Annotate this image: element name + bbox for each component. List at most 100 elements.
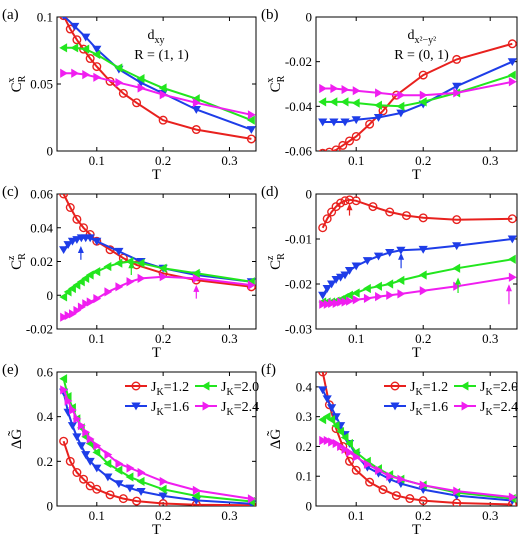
data-point-jk16 bbox=[373, 114, 384, 122]
panel-f: 0.1 0.2 0.3 0 0.1 0.2 0.3 0.4 T ΔG̃ (f) JK=1.2 JK=2.… bbox=[261, 362, 518, 538]
data-point-jk12 bbox=[336, 198, 346, 208]
x-axis-label: T bbox=[412, 167, 421, 183]
data-point-jk16 bbox=[85, 234, 95, 243]
data-point-jk12 bbox=[391, 491, 401, 501]
data-point-jk16 bbox=[191, 106, 201, 114]
data-point-jk20 bbox=[191, 94, 200, 104]
x-tick-label: 0.2 bbox=[155, 508, 171, 523]
y-tick-label: 0 bbox=[47, 499, 54, 514]
legend-label-jk12: JK=1.2 bbox=[410, 380, 448, 398]
arrow-head bbox=[193, 284, 200, 292]
series-line-jk12 bbox=[321, 372, 513, 506]
y-tick-label: 0.05 bbox=[30, 77, 53, 92]
data-point-jk24 bbox=[341, 84, 350, 95]
series-jk24 bbox=[319, 272, 517, 309]
data-point-jk24 bbox=[93, 294, 102, 304]
data-point-jk20 bbox=[329, 97, 338, 107]
data-point-jk24 bbox=[126, 277, 135, 287]
data-point-jk24 bbox=[363, 459, 372, 469]
arrow-head bbox=[455, 277, 462, 285]
series-jk20 bbox=[59, 43, 255, 125]
data-point-jk12 bbox=[191, 125, 201, 135]
data-point-jk24 bbox=[192, 485, 201, 495]
data-point-jk20 bbox=[63, 391, 72, 402]
legend-label-jk24: JK=2.4 bbox=[221, 400, 259, 418]
data-point-jk20 bbox=[418, 270, 427, 280]
data-point-jk12 bbox=[132, 98, 142, 108]
data-point-jk24 bbox=[159, 476, 168, 487]
data-point-jk20 bbox=[103, 458, 112, 469]
data-point-jk24 bbox=[159, 272, 168, 282]
y-tick-label: 0.4 bbox=[37, 409, 54, 424]
data-point-jk16 bbox=[67, 422, 78, 430]
data-point-jk16 bbox=[61, 17, 66, 21]
data-point-jk12 bbox=[418, 70, 428, 80]
data-point-jk24 bbox=[104, 287, 113, 297]
data-point-jk20 bbox=[507, 70, 516, 80]
series-jk12 bbox=[59, 436, 256, 506]
data-point-jk20 bbox=[114, 63, 123, 73]
series-jk20 bbox=[318, 70, 516, 111]
data-point-jk20 bbox=[351, 447, 360, 457]
y-axis-label: CRz bbox=[6, 253, 28, 270]
annotation-orbital: dx²−y² bbox=[408, 28, 437, 46]
x-tick-label: 0.3 bbox=[221, 508, 237, 523]
panel-c: 0.1 0.2 0.3 -0.02 0 0.02 0.04 0.06 T CRz (c) bbox=[2, 184, 257, 361]
series-line-jk24 bbox=[63, 72, 252, 116]
data-point-jk24 bbox=[115, 458, 124, 469]
axes-frame bbox=[315, 371, 518, 507]
data-point-jk12 bbox=[405, 494, 415, 504]
data-point-jk12 bbox=[345, 136, 355, 146]
data-point-jk24 bbox=[508, 77, 517, 87]
series-jk16 bbox=[59, 388, 256, 506]
data-point-jk20 bbox=[158, 484, 167, 494]
data-point-jk20 bbox=[340, 97, 349, 107]
data-point-jk12 bbox=[246, 134, 256, 144]
y-tick-label: -0.04 bbox=[285, 99, 313, 114]
panel-label: (c) bbox=[2, 184, 19, 200]
data-point-jk20 bbox=[246, 115, 255, 125]
annotation-R: R = (0, 1) bbox=[394, 48, 449, 63]
data-point-jk24 bbox=[352, 86, 361, 96]
data-point-jk16 bbox=[373, 252, 384, 261]
data-point-jk24 bbox=[386, 290, 395, 300]
y-tick-label: 0.2 bbox=[37, 454, 53, 469]
data-point-jk24 bbox=[69, 309, 77, 319]
data-point-jk24 bbox=[115, 282, 124, 292]
data-point-jk24 bbox=[419, 286, 428, 296]
data-point-jk24 bbox=[64, 396, 73, 406]
legend-marker-jk12 bbox=[131, 381, 141, 391]
data-point-jk24 bbox=[337, 297, 345, 307]
data-point-jk24 bbox=[375, 465, 383, 475]
data-point-jk16 bbox=[385, 249, 395, 257]
panel-label: (e) bbox=[2, 362, 19, 378]
data-point-jk24 bbox=[346, 296, 354, 306]
data-point-jk24 bbox=[60, 385, 69, 395]
data-point-jk24 bbox=[397, 90, 406, 100]
data-point-jk20 bbox=[136, 74, 145, 84]
data-point-jk16 bbox=[327, 280, 337, 289]
data-point-jk24 bbox=[82, 70, 91, 80]
y-tick-label: 0 bbox=[306, 187, 313, 202]
data-point-jk12 bbox=[418, 496, 428, 506]
data-point-jk20 bbox=[72, 280, 81, 290]
data-point-jk20 bbox=[59, 43, 68, 53]
data-point-jk24 bbox=[332, 298, 341, 308]
plot-area bbox=[59, 374, 256, 506]
series-line-jk16 bbox=[322, 60, 513, 123]
x-tick-label: 0.3 bbox=[482, 153, 498, 168]
data-point-jk12 bbox=[378, 106, 388, 116]
arrow-head bbox=[505, 284, 512, 292]
data-point-jk16 bbox=[92, 237, 102, 246]
panel-b: 0.1 0.2 0.3 -0.06 -0.04 -0.02 0 T CRx (b) dx²−y² R … bbox=[261, 7, 518, 183]
data-point-jk12 bbox=[385, 207, 395, 217]
y-axis-label: CRx bbox=[265, 75, 287, 92]
data-point-jk16 bbox=[331, 413, 341, 422]
y-tick-label: 0.3 bbox=[296, 409, 312, 424]
y-tick-label: 0.1 bbox=[296, 469, 312, 484]
legend-marker-jk12 bbox=[390, 381, 400, 391]
data-point-jk20 bbox=[340, 432, 349, 443]
y-tick-label: -0.02 bbox=[285, 54, 312, 69]
data-point-jk24 bbox=[363, 293, 372, 303]
data-point-jk20 bbox=[114, 465, 123, 475]
